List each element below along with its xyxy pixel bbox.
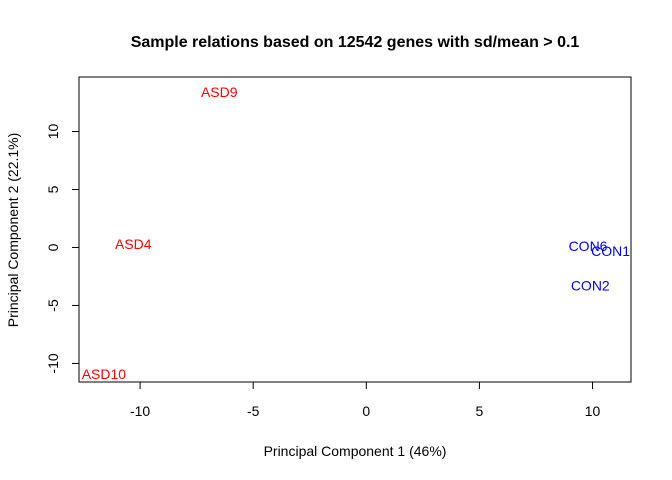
point-label-con6: CON6 bbox=[569, 238, 608, 254]
point-label-asd4: ASD4 bbox=[115, 236, 152, 252]
plot-frame bbox=[78, 76, 632, 383]
x-tick-label: -10 bbox=[130, 403, 150, 419]
point-label-con1: CON1 bbox=[591, 243, 630, 259]
point-label-asd9: ASD9 bbox=[201, 84, 238, 100]
y-tick-label: 10 bbox=[45, 124, 61, 140]
y-tick-label: 0 bbox=[45, 243, 61, 251]
x-tick-label: 10 bbox=[585, 403, 601, 419]
y-tick-label: -5 bbox=[45, 299, 61, 312]
chart-title: Sample relations based on 12542 genes wi… bbox=[131, 34, 580, 51]
y-tick-label: 5 bbox=[45, 185, 61, 193]
x-tick-label: 5 bbox=[476, 403, 484, 419]
point-label-asd10: ASD10 bbox=[82, 366, 127, 382]
x-tick-label: 0 bbox=[362, 403, 370, 419]
x-axis-label: Principal Component 1 (46%) bbox=[264, 443, 447, 459]
y-tick-label: -10 bbox=[45, 353, 61, 373]
y-axis: -10 -5 0 5 10 bbox=[45, 124, 80, 374]
y-axis-label: Principal Component 2 (22.1%) bbox=[5, 133, 21, 328]
point-label-con2: CON2 bbox=[571, 278, 610, 294]
x-axis: -10 -5 0 5 10 bbox=[130, 381, 601, 419]
x-tick-label: -5 bbox=[247, 403, 260, 419]
